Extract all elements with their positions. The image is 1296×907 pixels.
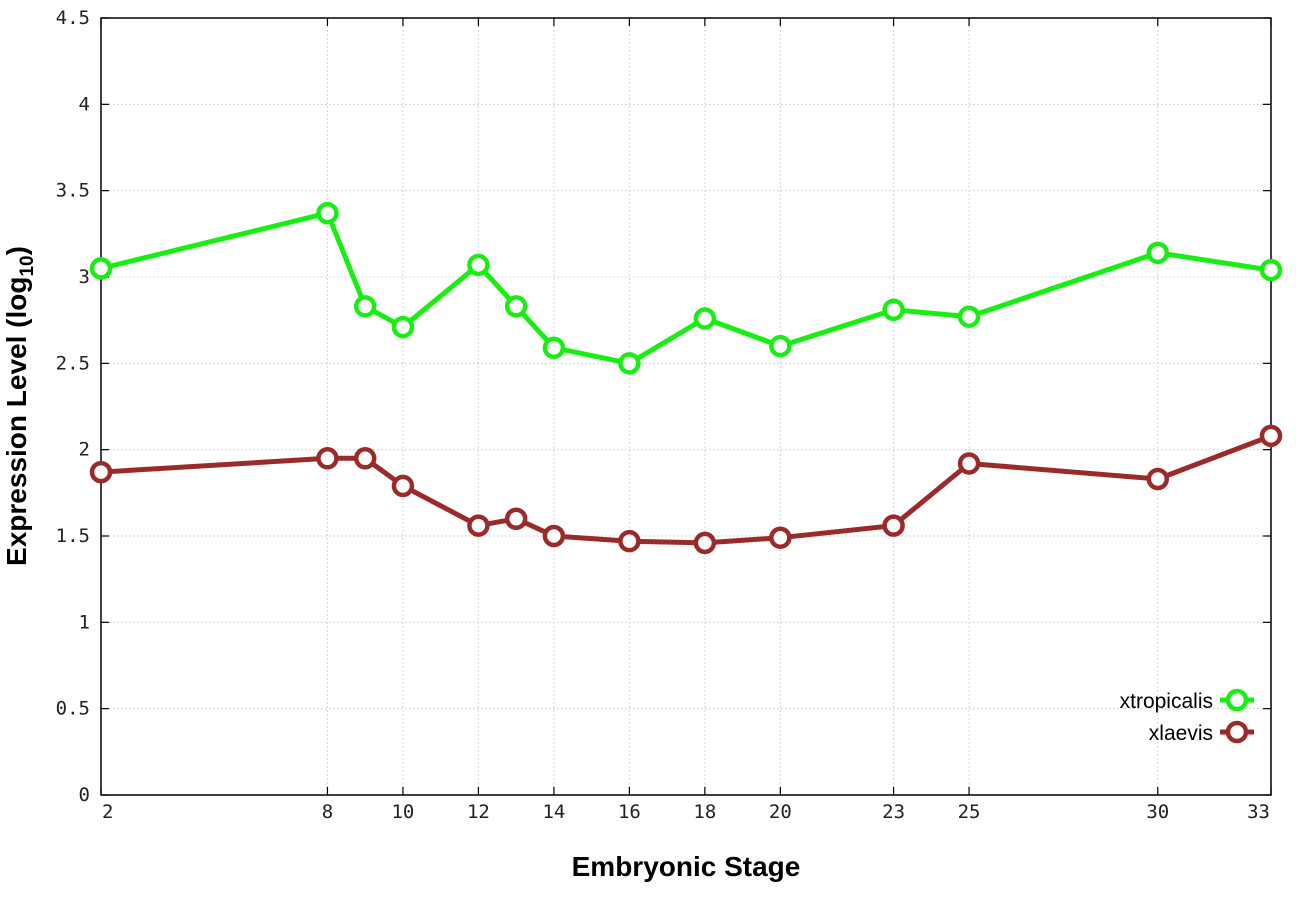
data-point (769, 526, 792, 549)
y-axis-title: Expression Level (log10) (1, 246, 38, 566)
y-tick-label: 1 (79, 611, 90, 633)
x-axis-tick-labels: 2 8 10 12 14 16 18 20 23 25 30 33 (102, 801, 1270, 823)
x-tick-label: 16 (618, 801, 641, 823)
data-point (89, 460, 113, 484)
data-point (353, 447, 377, 470)
y-axis-tick-labels: 0 0.5 1 1.5 2 2.5 3 3.5 4 4.5 (56, 7, 90, 806)
y-axis-title-close: ) (1, 246, 32, 255)
data-point (957, 452, 981, 475)
series-line (100, 433, 1272, 546)
data-point (467, 514, 490, 537)
data-point (542, 336, 566, 360)
data-point (467, 253, 490, 277)
data-point (316, 447, 339, 470)
y-tick-label: 2 (79, 439, 90, 461)
legend: xtropicalis xlaevis (1120, 688, 1254, 745)
data-point (618, 529, 641, 553)
x-tick-label: 20 (769, 801, 792, 823)
data-point (769, 334, 792, 358)
y-tick-label: 1.5 (56, 525, 90, 547)
data-point (391, 474, 415, 498)
data-point (1146, 241, 1170, 265)
data-point (89, 257, 113, 280)
x-tick-label: 25 (958, 801, 981, 823)
data-point (957, 305, 981, 328)
y-axis-title-subscript: 10 (17, 255, 38, 276)
x-tick-label: 12 (467, 801, 490, 823)
series-group (89, 201, 1283, 555)
y-tick-label: 0 (79, 784, 90, 806)
data-point (693, 307, 717, 330)
data-point (353, 295, 377, 318)
series-xlaevis (89, 424, 1283, 555)
y-tick-label: 3 (79, 266, 90, 288)
x-axis-title: Embryonic Stage (572, 851, 801, 882)
x-tick-label: 33 (1247, 801, 1270, 823)
series-xtropicalis (89, 201, 1283, 375)
x-tick-label: 10 (391, 801, 414, 823)
data-point (1259, 424, 1283, 448)
legend-swatch-marker (1225, 688, 1249, 712)
x-tick-label: 8 (322, 801, 333, 823)
x-tick-label: 30 (1146, 801, 1169, 823)
y-tick-label: 4 (79, 93, 90, 115)
y-tick-label: 0.5 (56, 698, 90, 720)
data-point (1146, 467, 1170, 491)
data-point (391, 315, 415, 339)
legend-label: xlaevis (1149, 722, 1213, 745)
series-line (100, 210, 1272, 366)
data-point (882, 298, 905, 322)
y-tick-label: 2.5 (56, 352, 90, 374)
y-tick-label: 4.5 (56, 7, 90, 29)
data-point (504, 507, 528, 530)
x-tick-label: 14 (542, 801, 565, 823)
data-point (618, 352, 641, 375)
data-point (504, 295, 528, 318)
axis-ticks (100, 17, 1272, 796)
grid-lines (101, 18, 1271, 795)
x-tick-label: 23 (882, 801, 905, 823)
plot-frame (100, 17, 1272, 796)
x-tick-label: 18 (693, 801, 716, 823)
data-point (316, 201, 339, 225)
y-axis-title-main: Expression Level (log (1, 277, 32, 566)
data-point (693, 531, 717, 555)
legend-label: xtropicalis (1120, 690, 1213, 713)
data-point (1259, 258, 1283, 282)
legend-swatch-marker (1225, 720, 1249, 744)
data-point (882, 514, 905, 537)
data-point (542, 524, 566, 548)
x-tick-label: 2 (102, 801, 113, 823)
y-tick-label: 3.5 (56, 180, 90, 202)
